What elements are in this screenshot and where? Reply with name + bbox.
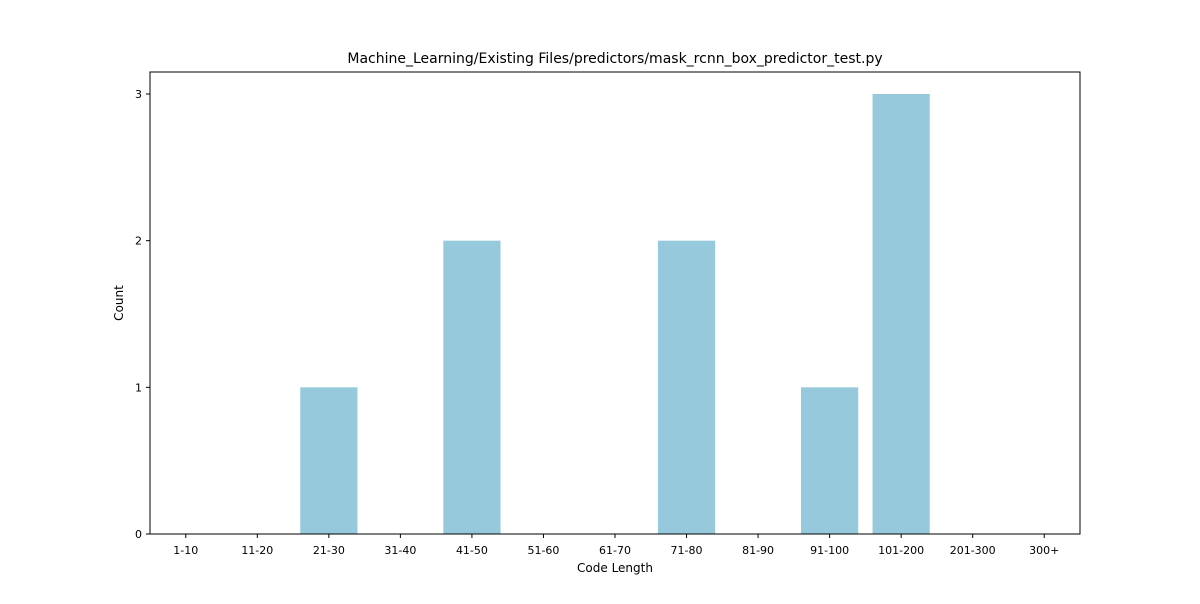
y-tick-label: 3 [135, 88, 142, 101]
y-axis-ticks: 0 1 2 3 [135, 88, 150, 541]
x-tick-label: 91-100 [810, 544, 849, 557]
x-tick-label: 31-40 [384, 544, 416, 557]
y-tick-label: 2 [135, 235, 142, 248]
x-tick-label: 300+ [1029, 544, 1059, 557]
bar-21-30 [300, 387, 358, 534]
y-tick-label: 0 [135, 528, 142, 541]
x-tick-label: 21-30 [313, 544, 345, 557]
y-axis-label: Count [112, 285, 126, 321]
x-axis-label: Code Length [577, 561, 653, 575]
y-tick-label: 1 [135, 381, 142, 394]
bar-71-80 [657, 240, 716, 534]
x-tick-label: 101-200 [878, 544, 924, 557]
x-tick-label: 201-300 [950, 544, 996, 557]
bar-91-100 [801, 387, 859, 534]
chart-title: Machine_Learning/Existing Files/predicto… [347, 51, 882, 67]
bars-layer [300, 94, 930, 534]
x-tick-label: 81-90 [742, 544, 774, 557]
x-tick-label: 41-50 [456, 544, 488, 557]
x-tick-label: 51-60 [527, 544, 559, 557]
x-tick-label: 61-70 [599, 544, 631, 557]
x-tick-label: 71-80 [671, 544, 703, 557]
x-tick-label: 1-10 [173, 544, 198, 557]
bar-41-50 [443, 240, 501, 534]
x-tick-label: 11-20 [241, 544, 273, 557]
bar-101-200 [872, 94, 930, 534]
x-axis-ticks: 1-10 11-20 21-30 31-40 41-50 51-60 61-70 71-80 8… [173, 534, 1059, 557]
